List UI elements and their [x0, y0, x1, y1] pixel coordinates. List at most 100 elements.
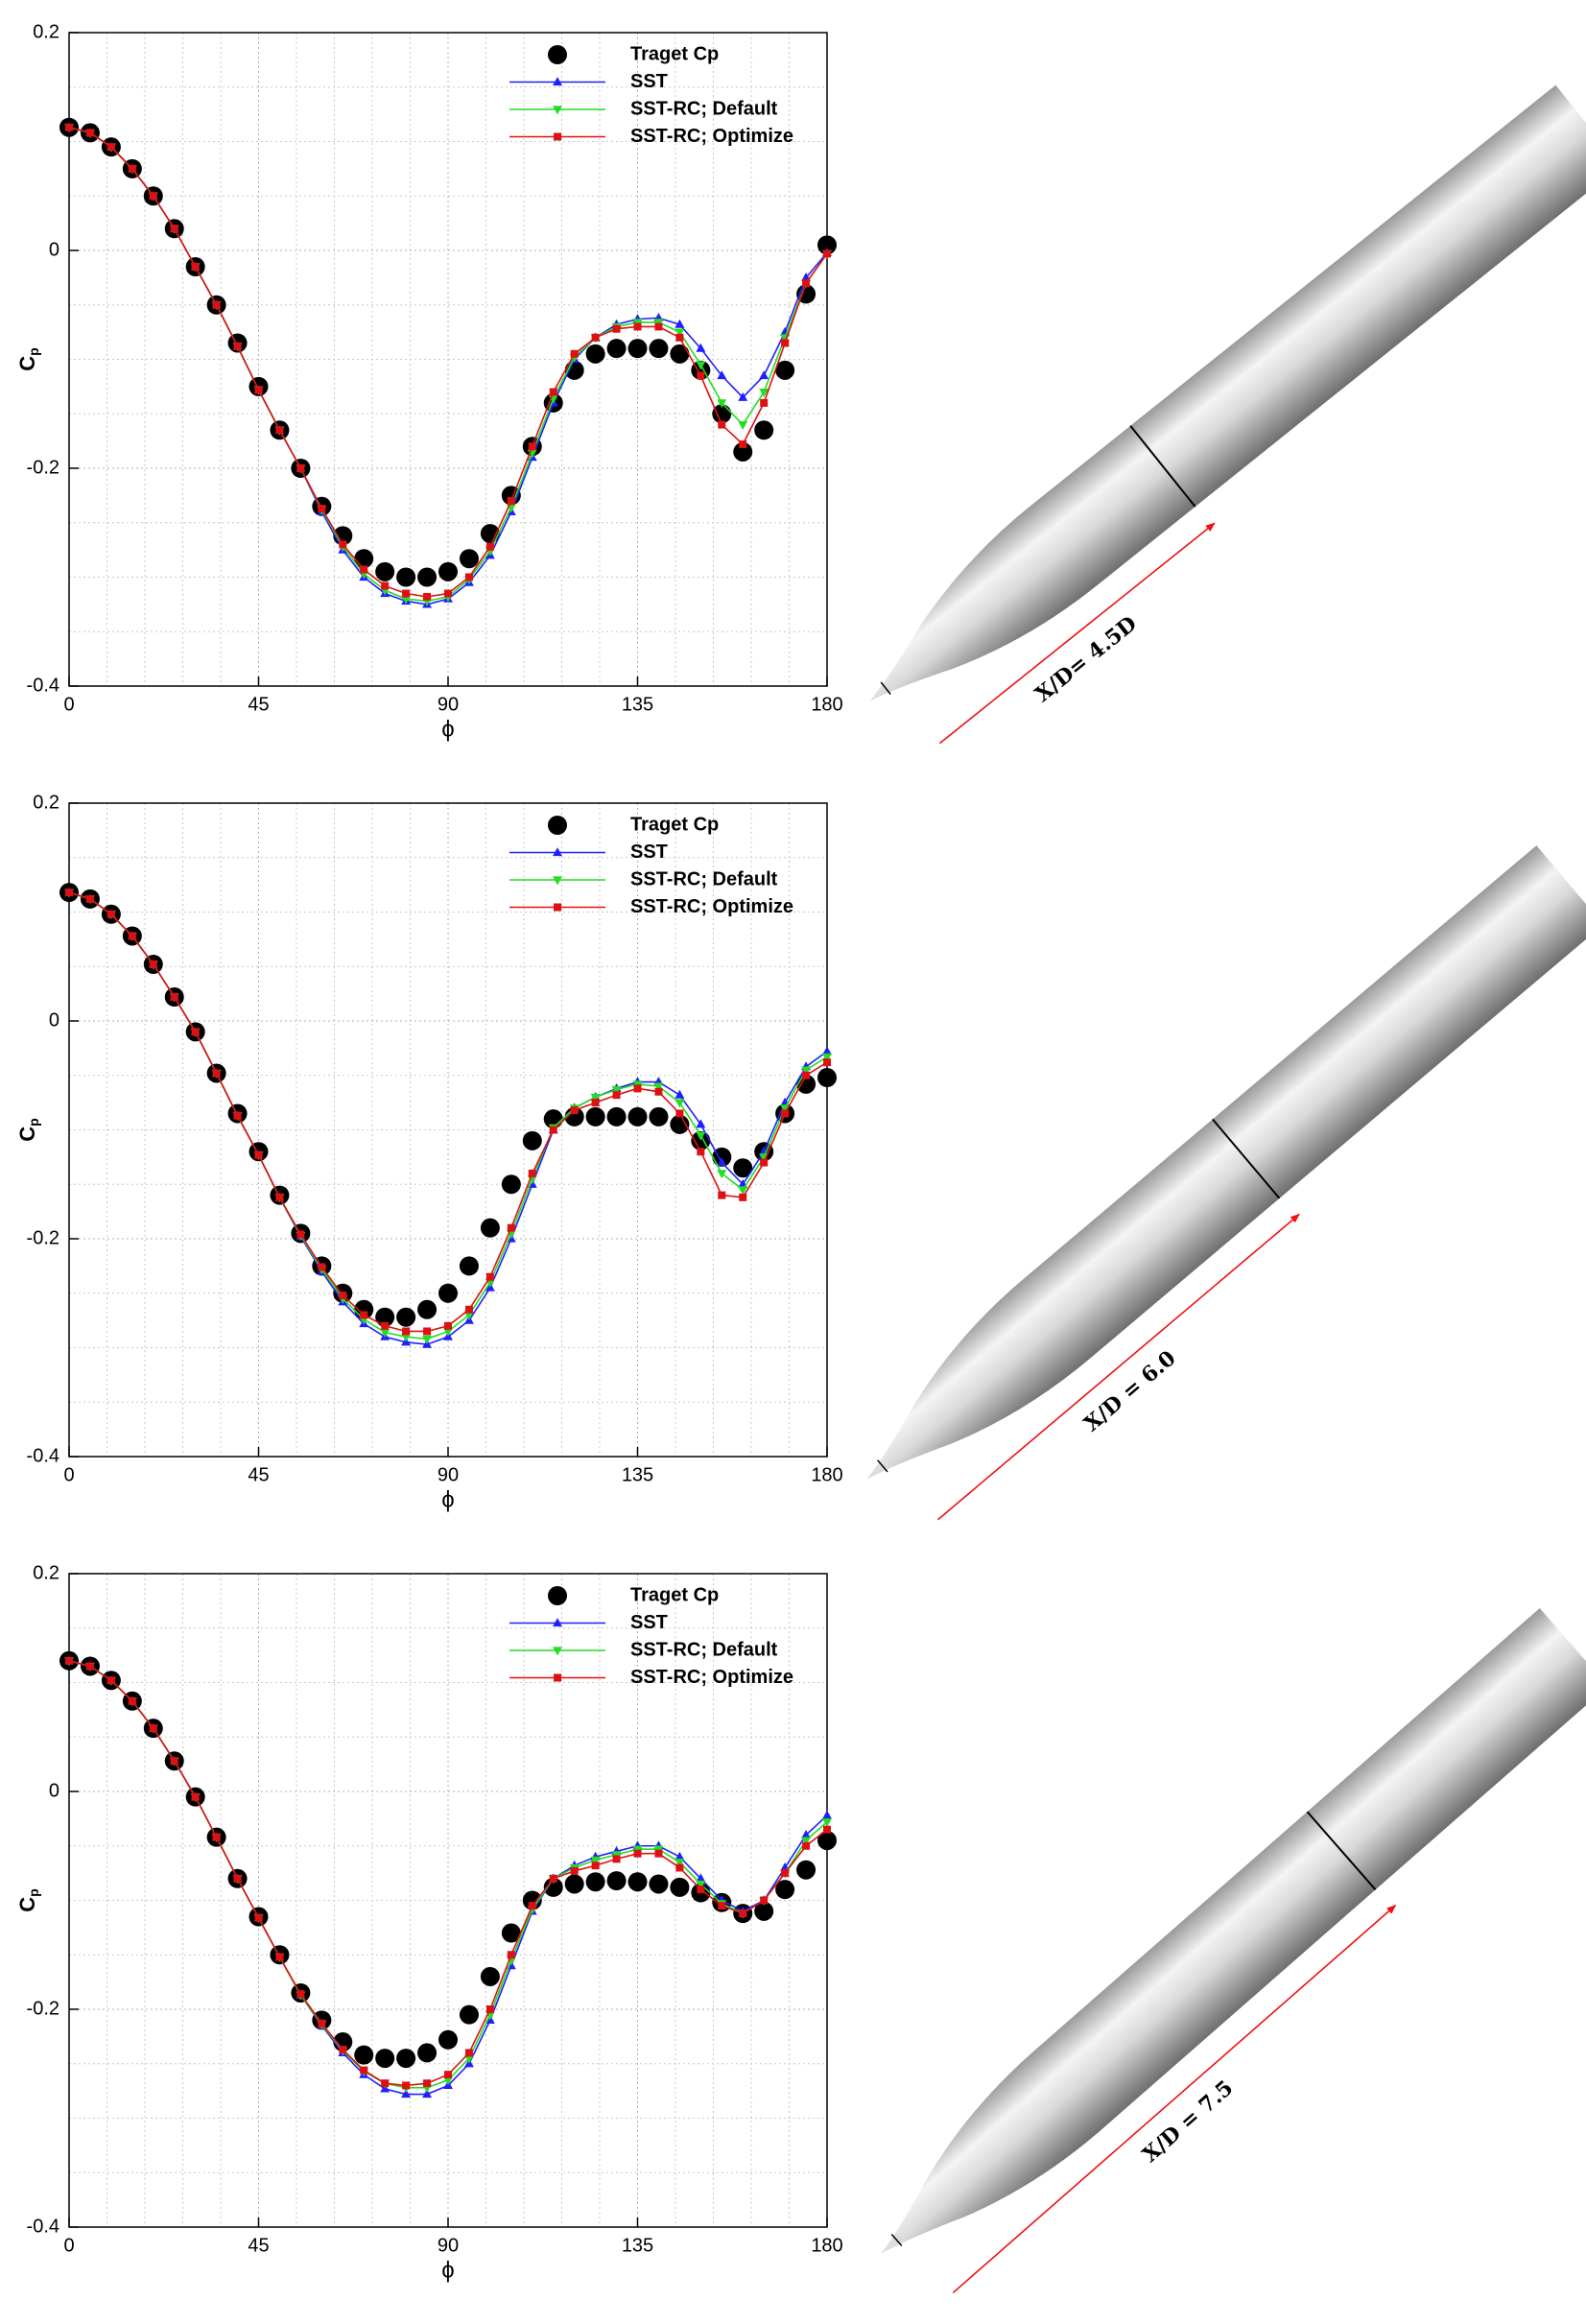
legend-marker: [553, 106, 562, 115]
y-tick-label: -0.4: [27, 2216, 59, 2237]
x-tick-label: 135: [622, 1464, 653, 1485]
data-point: [549, 1126, 557, 1134]
data-point: [675, 333, 684, 342]
data-point: [149, 960, 157, 968]
legend-marker: [548, 1586, 567, 1605]
data-point: [417, 567, 438, 587]
data-point: [170, 993, 178, 1002]
rocket-body: [866, 845, 1586, 1480]
data-point: [781, 1109, 790, 1118]
data-point: [802, 1071, 811, 1079]
y-tick-label: -0.2: [27, 1998, 59, 2019]
y-axis-label-main: C: [15, 1897, 39, 1912]
data-point: [318, 2019, 326, 2028]
data-point: [65, 123, 73, 131]
data-point: [591, 1099, 600, 1107]
y-axis-label: Cp: [15, 1118, 41, 1141]
data-point: [649, 1106, 669, 1126]
legend-marker: [553, 876, 562, 886]
data-point: [543, 1877, 563, 1897]
data-point: [670, 344, 690, 364]
data-point: [528, 1169, 536, 1177]
rocket: X/D= 4.5D: [869, 84, 1586, 745]
data-point: [85, 1662, 94, 1671]
y-axis-label-main: C: [15, 356, 39, 371]
distance-arrow: [937, 1213, 1300, 1521]
data-point: [606, 1106, 627, 1126]
station-label: X/D = 6.0: [1079, 1345, 1181, 1436]
series-line: [68, 891, 828, 1345]
data-point: [85, 894, 94, 903]
data-point: [612, 324, 621, 333]
y-tick-label: -0.2: [27, 1227, 59, 1248]
data-point: [507, 1951, 515, 1959]
station-label: X/D = 7.5: [1138, 2075, 1239, 2168]
data-point: [670, 1114, 690, 1134]
data-point: [760, 398, 769, 407]
data-point: [375, 2049, 395, 2069]
data-point: [649, 339, 669, 359]
legend-label: SST-RC; Default: [630, 1639, 778, 1660]
data-point: [480, 1966, 500, 1986]
data-point: [717, 370, 727, 380]
data-point: [549, 388, 557, 396]
data-point: [627, 1106, 648, 1126]
data-point: [296, 1990, 305, 1999]
data-point: [585, 1106, 605, 1126]
data-point: [696, 1880, 706, 1889]
y-axis-label: Cp: [15, 347, 41, 370]
data-point: [802, 279, 811, 288]
x-tick-label: 135: [622, 2235, 653, 2256]
nose-ring: [890, 2233, 903, 2247]
data-point: [375, 561, 395, 581]
y-axis-label-sub: p: [26, 1118, 41, 1126]
distance-arrow: [952, 1904, 1397, 2294]
data-point: [402, 2081, 411, 2090]
legend-label: Traget Cp: [630, 1584, 719, 1605]
nose-ring: [880, 681, 891, 695]
data-point: [396, 567, 416, 587]
data-point: [423, 1327, 432, 1336]
data-point: [817, 235, 837, 255]
legend-label: SST: [630, 842, 668, 863]
data-point: [760, 1158, 769, 1167]
data-point: [528, 1902, 536, 1910]
legend-marker: [553, 77, 562, 86]
data-point: [590, 1856, 601, 1865]
legend-marker: [554, 132, 561, 141]
data-point: [417, 2043, 438, 2063]
data-point: [738, 1186, 748, 1196]
data-point: [464, 1305, 473, 1314]
data-point: [401, 1333, 412, 1342]
data-point: [191, 263, 200, 272]
y-tick-label: 0: [49, 1009, 59, 1031]
y-tick-label: 0.2: [33, 1562, 59, 1583]
y-tick-label: -0.4: [27, 675, 59, 696]
data-point: [696, 343, 706, 352]
data-point: [485, 542, 494, 551]
data-point: [191, 1792, 200, 1801]
data-point: [802, 1841, 811, 1850]
data-point: [759, 388, 769, 397]
legend-marker: [553, 847, 562, 857]
data-point: [464, 573, 473, 581]
data-point: [717, 1157, 727, 1167]
data-point: [438, 561, 458, 581]
data-point: [402, 1327, 411, 1336]
data-point: [528, 442, 536, 451]
x-axis-label: ϕ: [441, 2257, 454, 2283]
data-point: [381, 2079, 390, 2088]
data-point: [459, 2004, 479, 2025]
x-tick-label: 45: [248, 1464, 269, 1485]
legend-marker: [548, 45, 567, 64]
data-point: [780, 1104, 791, 1114]
data-point: [718, 1902, 726, 1910]
data-point: [422, 2089, 433, 2099]
rocket: X/D = 6.0: [866, 845, 1586, 1521]
data-point: [423, 592, 432, 601]
data-point: [670, 1877, 690, 1897]
data-point: [823, 1825, 831, 1834]
data-point: [801, 1830, 812, 1838]
data-point: [654, 1849, 663, 1858]
data-point: [339, 2045, 347, 2053]
